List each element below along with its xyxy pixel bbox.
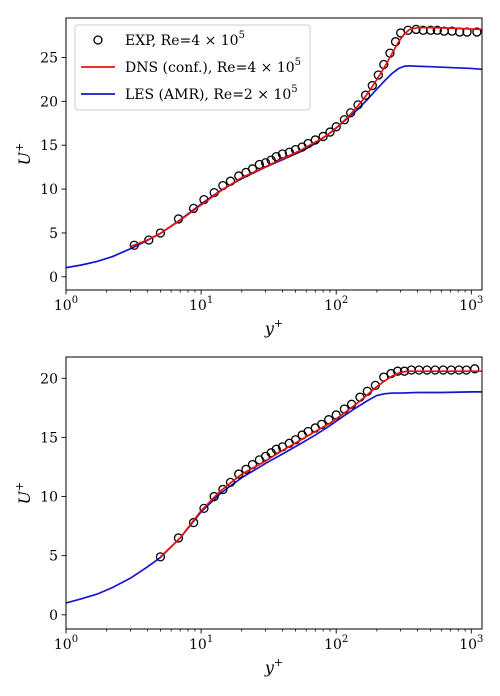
y-axis-label: U+ [13,143,34,166]
y-tick-label: 25 [40,50,58,66]
axes-frame [65,356,483,630]
data-point [271,151,281,162]
data-point [373,70,383,80]
series-line [66,391,482,604]
legend-label: DNS (conf.), Re=4 × 105 [125,57,301,76]
legend: EXP, Re=4 × 105 DNS (conf.), Re=4 × 105 LE… [74,24,311,111]
y-tick-label: 15 [40,138,58,154]
x-tick-label: 101 [189,634,213,653]
data-point [346,108,356,118]
bottom-panel: 100 101 102 103 0 5 10 15 20 y+ U+ [13,356,483,677]
series-line [159,370,482,558]
data-point [446,365,456,375]
legend-label: LES (AMR), Re=2 × 105 [125,84,298,103]
data-point [353,100,363,110]
series-line [130,26,482,248]
data-point [155,552,166,562]
data-point [454,365,464,375]
data-point [271,444,281,454]
y-tick-label: 10 [40,182,58,198]
data-point [199,503,209,514]
y-tick-label: 15 [40,430,58,446]
data-point [209,491,219,502]
y-tick-label: 20 [40,94,58,110]
y-tick-label: 10 [40,490,58,506]
legend-label: EXP, Re=4 × 105 [125,30,245,49]
y-axis-label: U+ [13,482,34,505]
data-point [144,235,154,245]
y-tick-label: 5 [49,226,58,242]
x-tick-label: 102 [324,295,348,314]
legend-marker-circle [93,35,103,45]
data-point [225,477,236,488]
x-tick-label: 101 [189,295,213,314]
data-point [422,365,432,375]
data-point [155,228,166,238]
data-point [360,90,371,100]
x-axis-label: y+ [264,656,283,677]
data-point [173,533,184,543]
x-axis-label: y+ [264,317,283,338]
data-point [218,484,228,495]
plot-area [66,24,482,269]
data-point [470,364,480,374]
x-tick-label: 102 [324,634,348,653]
data-point [392,366,403,376]
data-point [472,27,482,37]
y-tick-label: 0 [49,270,58,286]
data-point [432,25,442,35]
y-tick-label: 5 [49,549,58,565]
data-point [318,131,328,142]
top-panel: 100 101 102 103 0 5 10 15 20 25 y+ U+ EXP, Re=4 × 10… [13,17,483,338]
data-point [254,159,265,170]
x-tick-label: 103 [459,634,483,653]
y-tick-label: 20 [40,371,58,387]
data-point [461,365,472,375]
data-point [438,365,448,375]
x-tick-label: 100 [54,295,78,314]
axes-frame [65,17,483,291]
data-point [188,517,199,528]
y-tick-label: 0 [49,608,58,624]
data-point [129,240,139,250]
data-point [325,127,335,137]
data-point [367,80,377,91]
x-tick-label: 103 [459,295,483,314]
data-point [339,115,350,125]
x-tick-label: 100 [54,634,78,653]
data-point [425,25,436,35]
plot-area [66,364,482,604]
data-point [414,365,424,375]
data-point [331,122,341,132]
legend-box [74,24,311,111]
data-point [430,365,440,375]
